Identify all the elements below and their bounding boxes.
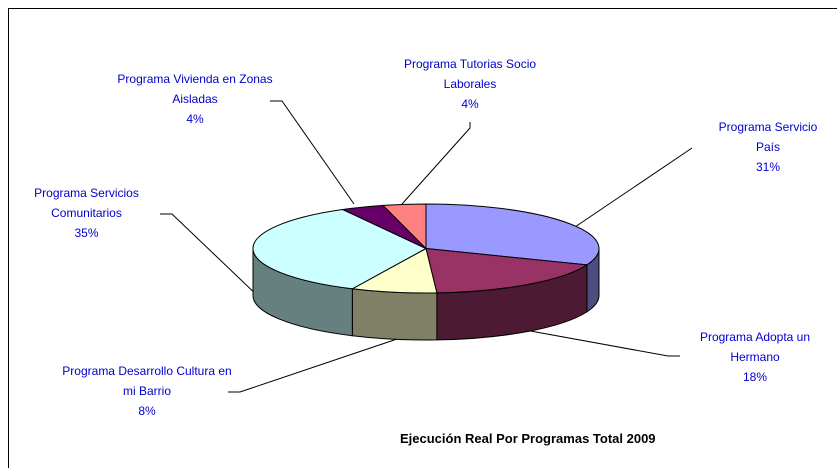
pie-slice (381, 203, 427, 250)
pie-slice (252, 208, 428, 290)
leader-line (160, 213, 263, 301)
label-name: Programa Servicio País (718, 120, 818, 154)
pie-tops (252, 203, 600, 294)
pie-walls (252, 248, 600, 341)
chart-frame (8, 8, 837, 468)
label-name: Programa Tutorias Socio Laborales (403, 57, 537, 91)
label-name: Programa Vivienda en Zonas Aisladas (117, 72, 273, 106)
label-name: Programa Desarrollo Cultura en mi Barrio (62, 364, 232, 398)
leader-line (524, 329, 680, 357)
pie-slice (425, 247, 589, 294)
leader-line (228, 337, 401, 393)
leader-line (571, 147, 693, 230)
slice-label: Programa Vivienda en Zonas Aisladas 4% (110, 69, 280, 129)
slice-label: Programa Servicios Comunitarios 35% (14, 183, 159, 243)
slice-label: Programa Desarrollo Cultura en mi Barrio… (62, 361, 232, 421)
leader-line (401, 122, 471, 205)
label-value: 4% (461, 97, 479, 111)
label-value: 31% (755, 160, 781, 174)
label-name: Programa Adopta un Hermano (699, 330, 811, 364)
leader-line (270, 100, 355, 205)
slice-label: Programa Tutorias Socio Laborales 4% (395, 54, 545, 114)
slice-label: Programa Adopta un Hermano 18% (680, 327, 830, 387)
label-name: Programa Servicios Comunitarios (34, 186, 139, 220)
slice-label: Programa Servicio País 31% (700, 117, 830, 177)
label-value: 35% (74, 226, 99, 240)
pie-wall (351, 288, 438, 341)
label-value: 8% (138, 404, 156, 418)
chart-title: Ejecución Real Por Programas Total 2009 (400, 431, 656, 446)
label-value: 18% (742, 370, 768, 384)
pie-slice (425, 203, 600, 266)
leader-lines (160, 100, 693, 393)
label-value: 4% (186, 112, 204, 126)
